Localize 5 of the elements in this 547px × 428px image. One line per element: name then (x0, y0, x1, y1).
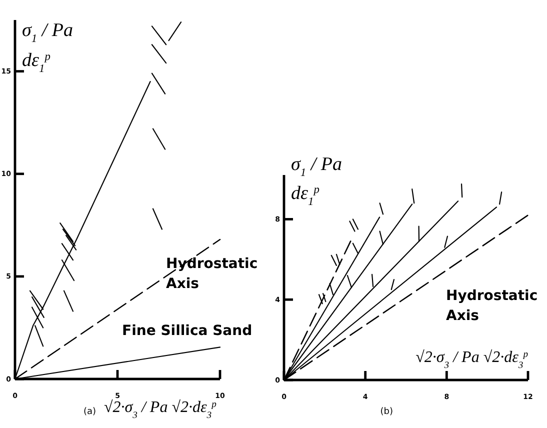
annotation: Fine Sillica Sand (122, 323, 252, 339)
annotation: Hydrostatic Axis (446, 288, 538, 324)
annotation: Hydrostatic Axis (166, 256, 258, 292)
text: (b) (380, 407, 393, 417)
text: (a) (83, 407, 96, 417)
